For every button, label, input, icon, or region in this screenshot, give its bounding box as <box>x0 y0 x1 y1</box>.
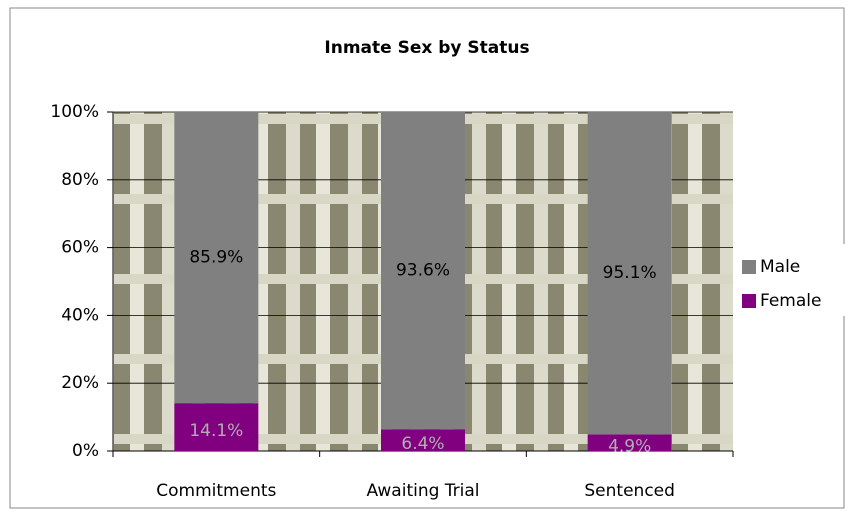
legend-label: Female <box>760 291 821 311</box>
x-tick-label: Commitments <box>156 481 276 501</box>
legend-label: Male <box>760 257 800 277</box>
chart-title: Inmate Sex by Status <box>324 38 529 58</box>
y-tick-label: 40% <box>61 305 99 325</box>
legend-swatch <box>742 260 756 274</box>
bar-segment <box>174 403 259 451</box>
y-tick-label: 60% <box>61 238 99 258</box>
bar-segment <box>587 112 672 435</box>
y-tick-label: 20% <box>61 373 99 393</box>
legend-swatch <box>742 294 756 308</box>
data-label: 93.6% <box>396 261 450 281</box>
data-label: 85.9% <box>189 248 243 268</box>
bar-segment <box>381 112 465 430</box>
bar-segment <box>587 434 672 451</box>
data-label: 4.9% <box>608 437 651 457</box>
y-tick-label: 0% <box>72 441 99 461</box>
x-tick-label: Sentenced <box>584 481 675 501</box>
data-label: 6.4% <box>401 434 444 454</box>
x-tick-label: Awaiting Trial <box>366 481 479 501</box>
y-tick-label: 100% <box>50 102 99 122</box>
data-label: 14.1% <box>189 421 243 441</box>
bar-segment <box>381 429 465 451</box>
data-label: 95.1% <box>603 263 657 283</box>
bar-segment <box>174 112 259 404</box>
y-tick-label: 80% <box>61 170 99 190</box>
